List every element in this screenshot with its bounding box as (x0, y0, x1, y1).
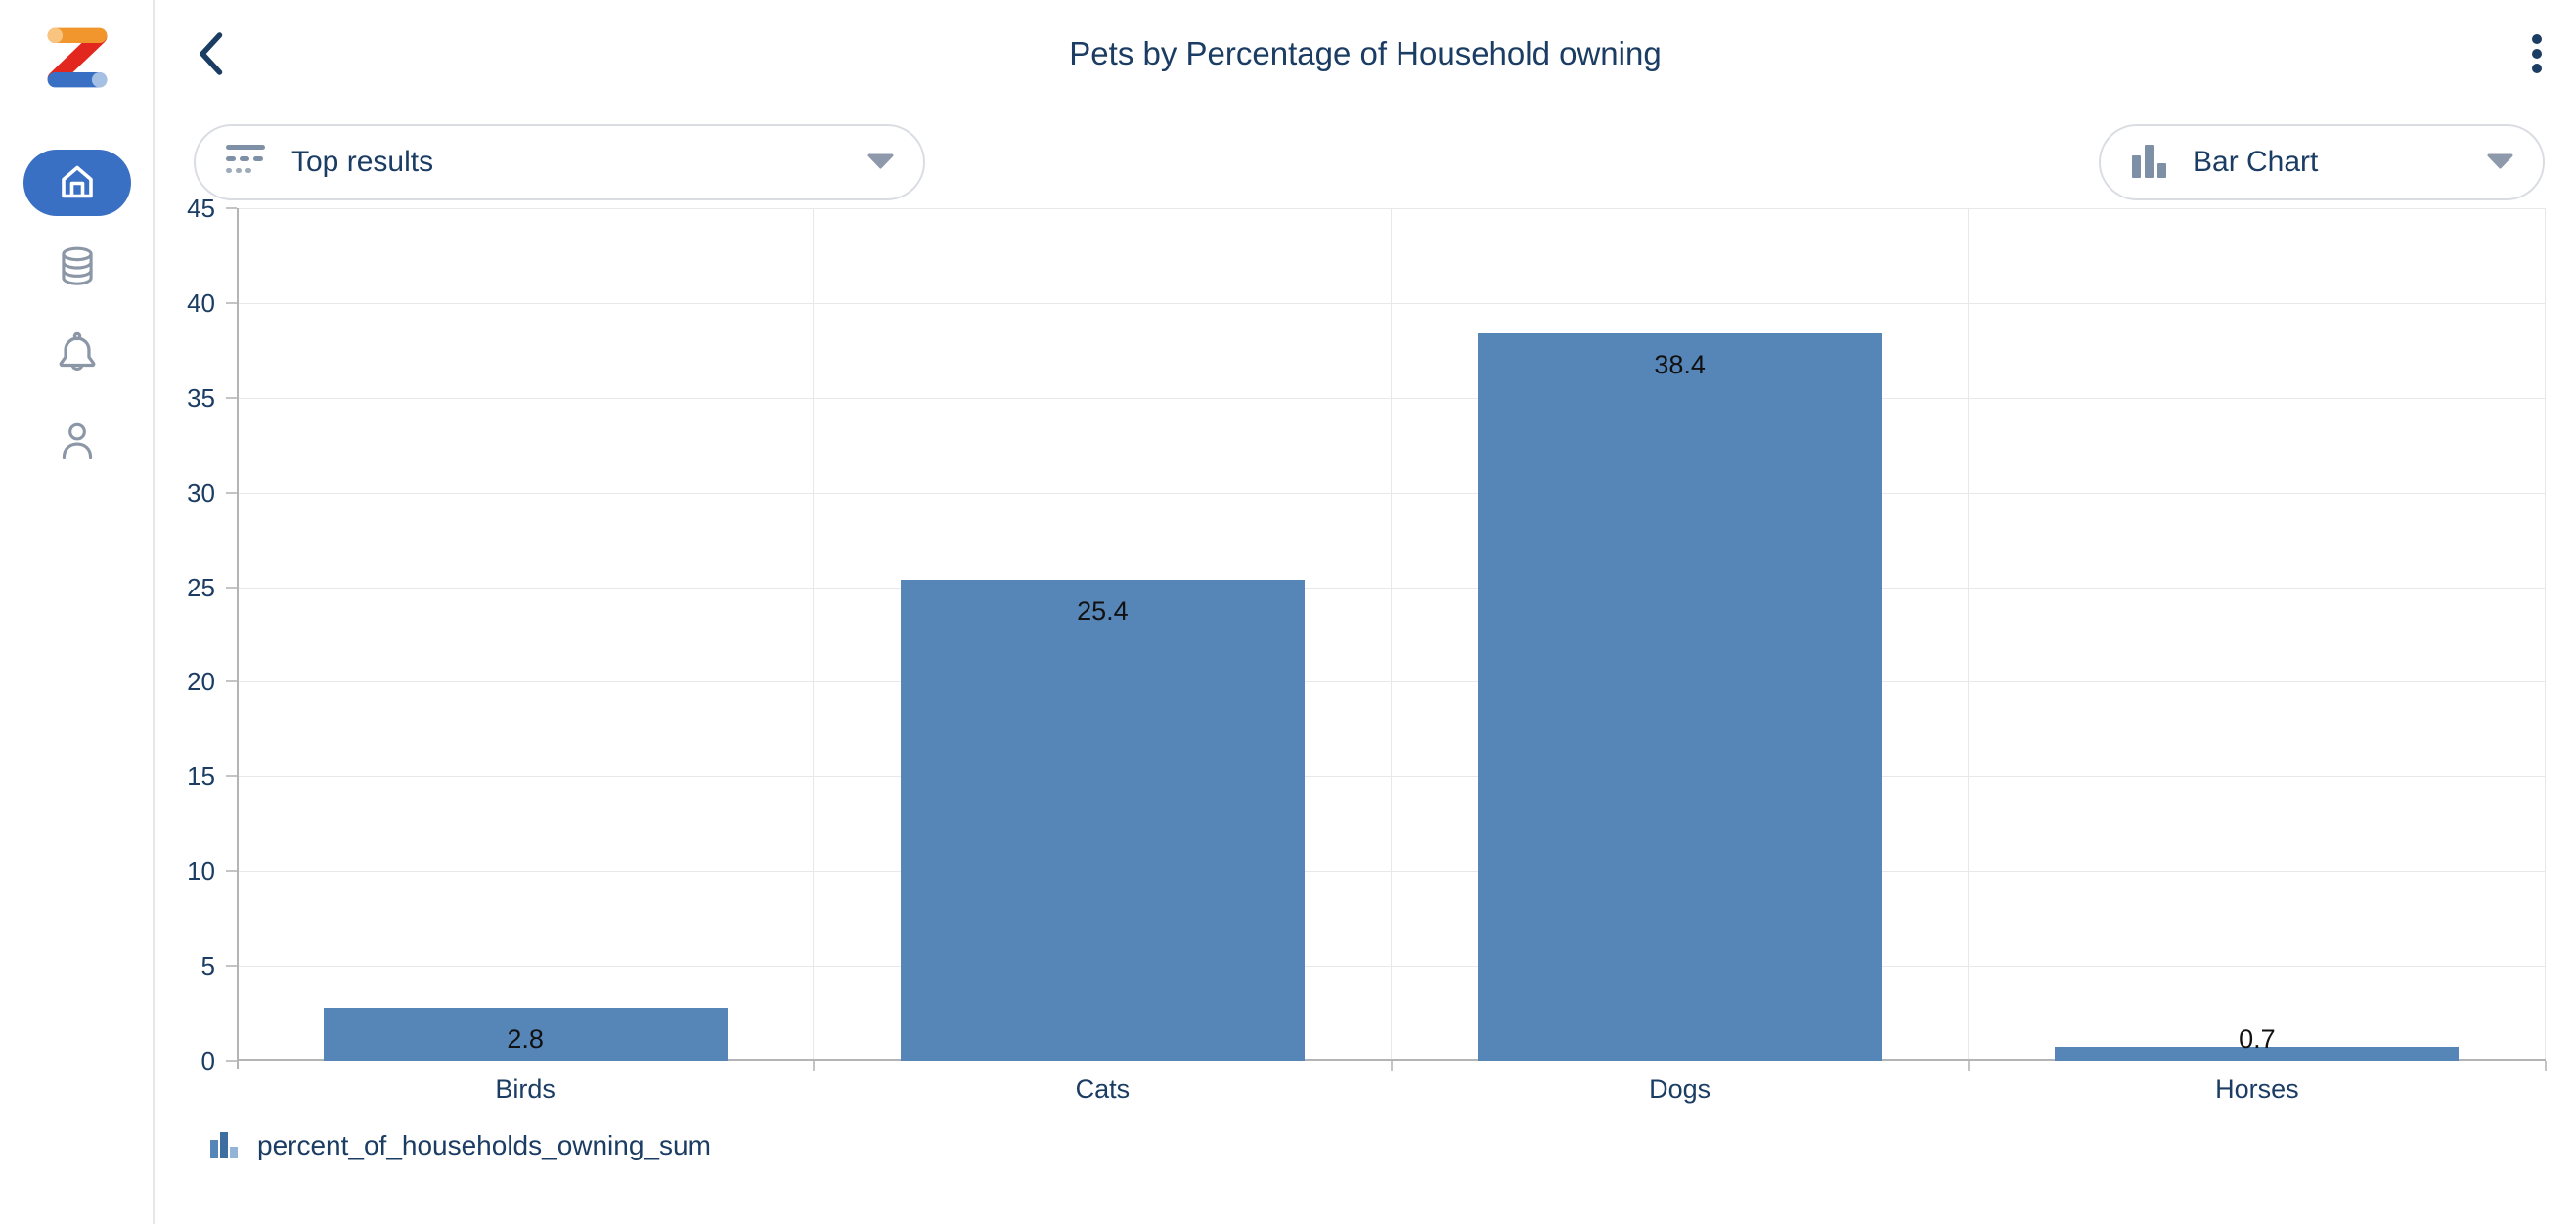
chart-type-dropdown-label: Bar Chart (2193, 146, 2319, 178)
top-results-icon (225, 142, 268, 184)
more-options-button[interactable] (2530, 34, 2544, 73)
y-axis-label: 30 (187, 477, 215, 507)
y-axis-tick (226, 207, 237, 209)
gridline (1391, 208, 1392, 1061)
y-axis-tick (226, 1060, 237, 1062)
y-axis-label: 45 (187, 194, 215, 223)
y-axis-tick (226, 586, 237, 589)
chevron-down-icon (2487, 153, 2513, 172)
gridline (2545, 208, 2546, 1061)
y-axis-label: 10 (187, 856, 215, 887)
gridline (813, 208, 814, 1061)
legend-label: percent_of_households_owning_sum (257, 1130, 711, 1160)
y-axis-tick (226, 396, 237, 399)
x-axis-tick (2545, 1061, 2547, 1071)
y-axis-line (237, 208, 239, 1069)
y-axis-label: 25 (187, 572, 215, 602)
bar-chart-icon (2130, 143, 2169, 183)
page-title: Pets by Percentage of Household owning (1069, 35, 1662, 71)
y-axis-tick (226, 680, 237, 683)
app-logo[interactable] (44, 25, 111, 90)
database-icon (54, 244, 101, 294)
results-dropdown-label: Top results (291, 146, 434, 178)
sidebar-item-notifications[interactable] (0, 328, 155, 383)
x-axis-label: Cats (1075, 1074, 1131, 1104)
chart-type-dropdown[interactable]: Bar Chart (2099, 124, 2545, 200)
y-axis-label: 15 (187, 762, 215, 792)
sidebar-item-profile[interactable] (0, 416, 155, 469)
legend-series-icon (208, 1129, 240, 1163)
bar-value-label: 25.4 (1077, 595, 1129, 626)
bar-value-label: 2.8 (507, 1024, 544, 1054)
y-axis-tick (226, 870, 237, 873)
results-dropdown[interactable]: Top results (194, 124, 925, 200)
gridline (1968, 208, 1969, 1061)
bell-icon (53, 330, 102, 382)
logo-red-stroke (47, 28, 108, 87)
chevron-down-icon (867, 153, 894, 172)
y-axis-tick (226, 301, 237, 304)
user-icon (54, 418, 101, 468)
chevron-left-icon (196, 32, 225, 79)
legend-item[interactable]: percent_of_households_owning_sum (208, 1124, 711, 1167)
bar[interactable] (2055, 1047, 2460, 1061)
bar[interactable] (323, 1007, 728, 1061)
bar-chart-plot-area: 0 5 10 15 20 25 30 35 40 45 2.8 Birds 25.4 Cats 38.4 Do… (187, 194, 2547, 1104)
bar-value-label: 38.4 (1654, 349, 1706, 379)
kebab-menu-icon (2530, 34, 2544, 76)
bar[interactable] (1478, 332, 1883, 1061)
sidebar-item-data[interactable] (0, 242, 155, 295)
back-button[interactable] (196, 31, 225, 76)
y-axis-tick (226, 775, 237, 778)
x-axis-label: Dogs (1649, 1074, 1711, 1104)
bar-value-label: 0.7 (2239, 1025, 2276, 1055)
x-axis-tick (813, 1061, 815, 1071)
y-axis-tick (226, 491, 237, 494)
y-axis-tick (226, 965, 237, 968)
sidebar-item-home[interactable] (23, 150, 131, 216)
home-icon (55, 160, 100, 206)
x-axis-label: Birds (495, 1074, 555, 1104)
main-content: Pets by Percentage of Household owning (155, 0, 2576, 1224)
bar[interactable] (900, 579, 1305, 1061)
y-axis-label: 5 (200, 951, 215, 982)
y-axis-label: 35 (187, 382, 215, 413)
x-axis-tick (1391, 1061, 1393, 1071)
x-axis-line (237, 1059, 2546, 1061)
sidebar (0, 0, 155, 1224)
x-axis-tick (1968, 1061, 1970, 1071)
y-axis-label: 20 (187, 667, 215, 697)
topbar: Pets by Percentage of Household owning (155, 0, 2576, 108)
y-axis-label: 40 (187, 287, 215, 318)
y-axis-label: 0 (200, 1046, 215, 1075)
x-axis-label: Horses (2215, 1074, 2299, 1104)
